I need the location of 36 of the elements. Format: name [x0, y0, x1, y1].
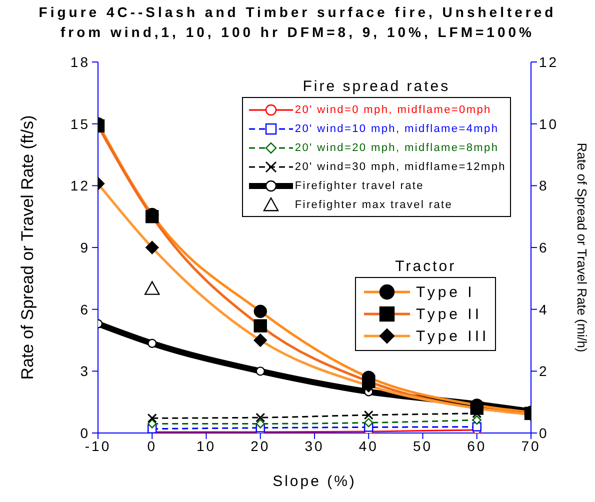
x-tick-label: 70: [521, 438, 541, 454]
y-tick-label: 15: [70, 116, 90, 132]
y2-tick-label: 8: [539, 178, 549, 194]
x-tick-label: 0: [147, 438, 158, 454]
y2-tick-label: 10: [539, 116, 559, 132]
annotation: Tractor: [394, 258, 458, 275]
y-axis-title: Rate of Spread or Travel Rate (ft/s): [18, 115, 38, 380]
x-tick-label: 40: [358, 438, 378, 454]
legend-label: 20' wind=0 mph, midflame=0mph: [294, 104, 492, 116]
y2-tick-label: 2: [539, 363, 549, 380]
legend-title: Fire spread rates: [302, 78, 452, 95]
y-tick-label: 18: [70, 54, 90, 70]
y-tick-label: 12: [70, 178, 90, 194]
legend-label: 20' wind=20 mph, midflame=8mph: [294, 142, 499, 154]
x-tick-label: 20: [250, 438, 270, 454]
y2-tick-label: 0: [539, 424, 549, 441]
y-tick-label: 3: [80, 363, 90, 380]
legend-label: Type II: [416, 306, 482, 322]
x-tick-label: 30: [304, 438, 324, 454]
y2-axis-title: Rate of Spread or Travel Rate (mi/h): [574, 142, 590, 352]
y2-tick-label: 4: [539, 301, 549, 318]
legend-label: Firefighter travel rate: [294, 180, 424, 192]
x-tick-label: 50: [412, 438, 433, 454]
legend-label: Type I: [416, 284, 475, 300]
x-tick-label: 60: [467, 438, 487, 454]
chart-title: Figure 4C--Slash and Timber surface fire, Unsheltered from wind,1, 10, 100 hr DFM=8, 9, 10%, LFM=100%: [38, 3, 558, 42]
y2-tick-label: 6: [539, 239, 549, 256]
legend-label: Firefighter max travel rate: [294, 198, 453, 210]
legend-label: 20' wind=10 mph, midflame=4mph: [294, 122, 499, 134]
y-tick-label: 9: [80, 239, 90, 256]
y2-tick-label: 12: [539, 54, 559, 70]
x-tick-label: 10: [196, 438, 216, 454]
x-axis-title: Slope (%): [272, 473, 356, 490]
legend-label: Type III: [416, 328, 490, 344]
y-tick-label: 6: [80, 301, 90, 318]
legend-label: 20' wind=30 mph, midflame=12mph: [294, 160, 506, 172]
